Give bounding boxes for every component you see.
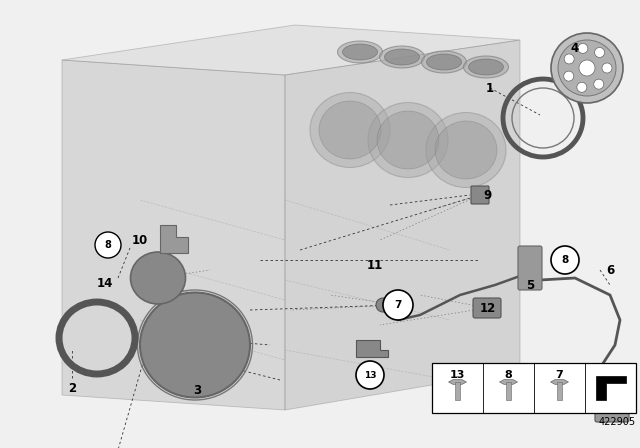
FancyBboxPatch shape	[473, 298, 501, 318]
Circle shape	[383, 290, 413, 320]
Text: 4: 4	[571, 42, 579, 55]
Ellipse shape	[463, 56, 509, 78]
Ellipse shape	[564, 54, 574, 64]
Polygon shape	[285, 40, 520, 410]
Ellipse shape	[140, 293, 250, 397]
Text: 3: 3	[193, 383, 201, 396]
Text: 6: 6	[606, 263, 614, 276]
Ellipse shape	[594, 79, 604, 89]
Ellipse shape	[368, 103, 448, 177]
Text: 7: 7	[556, 370, 563, 380]
Text: 14: 14	[97, 276, 113, 289]
Text: 7: 7	[394, 300, 402, 310]
Ellipse shape	[602, 63, 612, 73]
Ellipse shape	[564, 71, 573, 81]
Polygon shape	[356, 340, 388, 357]
Ellipse shape	[337, 41, 383, 63]
Ellipse shape	[578, 43, 588, 53]
FancyBboxPatch shape	[595, 402, 629, 422]
Text: 11: 11	[367, 258, 383, 271]
Text: 8: 8	[504, 370, 513, 380]
Ellipse shape	[558, 40, 616, 96]
Ellipse shape	[385, 49, 419, 65]
Ellipse shape	[310, 92, 390, 168]
Polygon shape	[160, 225, 188, 253]
Text: 8: 8	[104, 240, 111, 250]
Text: 1: 1	[486, 82, 494, 95]
Circle shape	[551, 246, 579, 274]
Ellipse shape	[577, 82, 587, 92]
Ellipse shape	[551, 33, 623, 103]
Ellipse shape	[377, 111, 439, 169]
Circle shape	[356, 361, 384, 389]
Polygon shape	[62, 25, 520, 75]
Ellipse shape	[468, 59, 504, 75]
Ellipse shape	[426, 112, 506, 188]
Polygon shape	[506, 382, 511, 400]
Text: 13: 13	[364, 370, 376, 379]
Text: 9: 9	[484, 189, 492, 202]
Ellipse shape	[380, 46, 424, 68]
Polygon shape	[595, 376, 625, 400]
Polygon shape	[455, 382, 460, 400]
Ellipse shape	[579, 60, 595, 76]
Ellipse shape	[319, 101, 381, 159]
Text: 12: 12	[480, 302, 496, 314]
Ellipse shape	[426, 54, 461, 70]
Polygon shape	[499, 379, 518, 384]
Text: 13: 13	[450, 370, 465, 380]
Circle shape	[95, 232, 121, 258]
Ellipse shape	[595, 47, 605, 57]
Ellipse shape	[435, 121, 497, 179]
Text: 422905: 422905	[599, 417, 636, 427]
Text: 10: 10	[132, 233, 148, 246]
Ellipse shape	[422, 51, 467, 73]
FancyBboxPatch shape	[471, 186, 489, 204]
Text: 8: 8	[561, 255, 568, 265]
Ellipse shape	[131, 252, 186, 304]
Polygon shape	[557, 382, 562, 400]
Circle shape	[376, 298, 390, 312]
Ellipse shape	[342, 44, 378, 60]
Text: 2: 2	[68, 382, 76, 395]
Polygon shape	[432, 363, 636, 413]
Polygon shape	[550, 379, 568, 384]
Polygon shape	[62, 60, 285, 410]
Polygon shape	[449, 379, 467, 384]
Text: 5: 5	[526, 279, 534, 292]
FancyBboxPatch shape	[518, 246, 542, 290]
